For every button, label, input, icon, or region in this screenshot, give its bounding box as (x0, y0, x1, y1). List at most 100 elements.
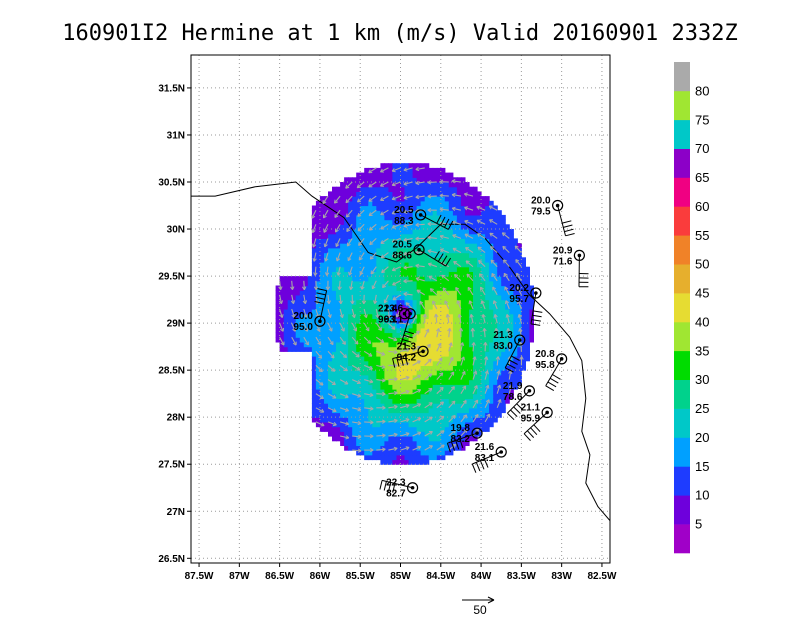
wind-cell (440, 318, 446, 324)
wind-cell (412, 436, 418, 442)
wind-cell (481, 238, 486, 244)
wind-cell (376, 294, 381, 301)
wind-cell (364, 172, 369, 178)
wind-cell (501, 360, 506, 366)
wind-cell (456, 374, 462, 381)
wind-cell (372, 327, 377, 334)
wind-vector (452, 247, 462, 254)
wind-cell (444, 417, 450, 423)
wind-cell (400, 389, 406, 395)
wind-cell (513, 318, 518, 324)
wind-cell (469, 196, 474, 202)
wind-cell (319, 351, 325, 357)
wind-vector-head (403, 195, 408, 200)
wind-cell (388, 454, 393, 461)
wind-cell (360, 247, 365, 254)
wind-cell (360, 172, 365, 178)
wind-cell (388, 346, 393, 352)
wind-cell (376, 257, 381, 263)
wind-vector-head (451, 206, 456, 211)
wind-cell (404, 247, 410, 254)
wind-cell (501, 276, 506, 282)
wind-cell (372, 346, 377, 352)
wind-cell (460, 299, 466, 305)
wind-vector (315, 421, 325, 427)
wind-vector (351, 364, 361, 371)
wind-cell (368, 191, 373, 197)
wind-cell (368, 421, 373, 428)
wind-cell (356, 238, 361, 244)
wind-vector-head (357, 212, 362, 217)
wind-cell (473, 214, 478, 221)
wind-vector (339, 350, 347, 358)
wind-cell (432, 210, 438, 216)
wind-cell (364, 167, 369, 174)
wind-cell (416, 407, 422, 414)
wind-cell (311, 398, 317, 404)
wind-cell (384, 229, 389, 235)
wind-cell (469, 214, 474, 221)
wind-vector (455, 287, 462, 296)
wind-cell (319, 247, 325, 254)
wind-vector (403, 167, 413, 171)
wind-cell (497, 360, 502, 366)
wind-cell (460, 426, 466, 432)
wind-vector (327, 421, 337, 426)
observation-ring (541, 406, 553, 419)
wind-cell (396, 431, 402, 437)
wind-cell (396, 233, 402, 239)
wind-cell (465, 384, 470, 390)
wind-cell (364, 346, 369, 352)
wind-vector-head (491, 273, 496, 278)
wind-cell (384, 290, 389, 296)
wind-cell (340, 365, 345, 371)
wind-barb-flag (479, 460, 485, 470)
wind-cell (473, 186, 478, 192)
wind-cell (428, 172, 434, 178)
wind-cell (384, 360, 389, 366)
wind-vector (400, 390, 410, 395)
wind-cell (376, 280, 381, 287)
wind-cell (465, 196, 470, 202)
wind-cell (348, 346, 353, 352)
wind-cell (485, 393, 490, 399)
wind-cell (315, 257, 321, 263)
wind-cell (477, 351, 482, 357)
wind-cell (392, 271, 397, 277)
colorbar-swatch (674, 379, 690, 409)
wind-cell (436, 346, 442, 352)
wind-vector (476, 219, 486, 225)
wind-cell (416, 459, 422, 465)
wind-cell (376, 210, 381, 216)
wind-vector (415, 181, 425, 184)
observation-ring (514, 334, 526, 346)
colorbar-label: 50 (695, 257, 709, 272)
wind-cell (469, 257, 474, 263)
wind-cell (440, 417, 446, 423)
wind-barb-staff (381, 479, 413, 489)
wind-cell (469, 426, 474, 432)
wind-vector (374, 294, 377, 304)
wind-cell (517, 271, 522, 277)
wind-cell (319, 219, 325, 225)
wind-vector (412, 417, 422, 423)
wind-cell (525, 341, 530, 348)
wind-cell (497, 294, 502, 301)
wind-cell (428, 200, 434, 207)
wind-cell (436, 167, 442, 174)
wind-cell (376, 172, 381, 178)
wind-cell (485, 323, 490, 329)
wind-cell (465, 379, 470, 385)
wind-cell (477, 332, 482, 338)
wind-vector (351, 379, 361, 384)
wind-cell (356, 426, 361, 432)
wind-cell (456, 214, 462, 221)
wind-cell (396, 290, 402, 296)
wind-vector-head (415, 222, 420, 227)
wind-cell (376, 370, 381, 376)
wind-cell (513, 304, 518, 310)
wind-cell (311, 299, 317, 305)
colorbar-swatch (674, 148, 690, 178)
wind-cell (348, 290, 353, 296)
wind-cell (384, 356, 389, 362)
